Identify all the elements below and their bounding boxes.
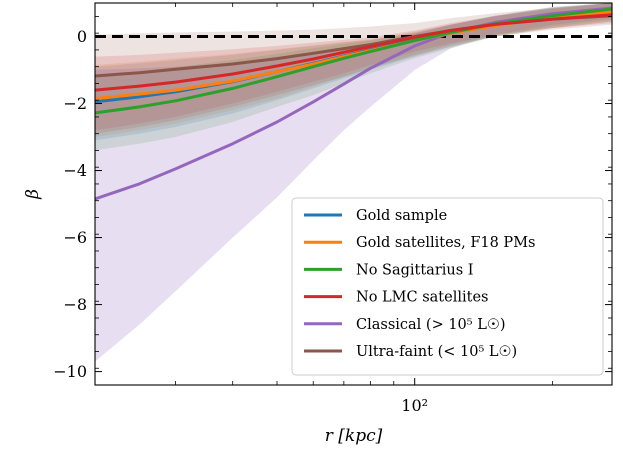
legend-label-4: No LMC satellites bbox=[356, 290, 488, 306]
legend: Gold sample Gold satellites, F18 PMs No Sa… bbox=[291, 197, 604, 376]
band-1 bbox=[95, 3, 612, 141]
legend-label-6: Ultra-faint (< 10⁵ L☉) bbox=[356, 344, 517, 360]
legend-label-2: Gold satellites, F18 PMs bbox=[356, 235, 535, 251]
legend-label-1: Gold sample bbox=[356, 208, 447, 224]
y-tick-label: −10 bbox=[53, 362, 87, 381]
y-tick-label: −2 bbox=[63, 94, 87, 113]
y-axis-title: β bbox=[23, 189, 43, 200]
legend-box bbox=[291, 197, 604, 376]
axis-ticks bbox=[94, 3, 612, 386]
legend-label-3: No Sagittarius I bbox=[356, 262, 474, 278]
tick-labels: 0 −2 −4 −6 −8 −10 10² bbox=[53, 27, 428, 415]
x-tick-label: 10² bbox=[401, 396, 428, 415]
band-5 bbox=[95, 3, 612, 362]
y-tick-label: −8 bbox=[63, 295, 87, 314]
series-line-4 bbox=[95, 13, 612, 92]
band-4 bbox=[95, 3, 612, 131]
y-tick-label: −4 bbox=[63, 161, 87, 180]
x-axis-title: r [kpc] bbox=[325, 426, 383, 446]
y-tick-label: 0 bbox=[77, 27, 87, 46]
plot-frame bbox=[94, 2, 613, 386]
band-2 bbox=[95, 3, 612, 137]
series-lines bbox=[95, 6, 612, 201]
y-tick-label: −6 bbox=[63, 228, 87, 247]
legend-label-5: Classical (> 10⁵ L☉) bbox=[356, 317, 505, 333]
